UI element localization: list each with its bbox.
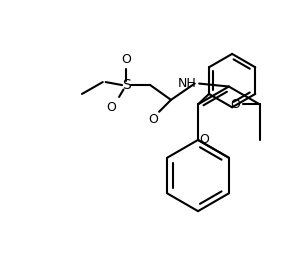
Text: O: O	[200, 133, 209, 146]
Text: O: O	[106, 101, 116, 114]
Text: S: S	[122, 78, 131, 92]
Text: O: O	[231, 98, 240, 111]
Text: NH: NH	[177, 77, 196, 90]
Text: O: O	[148, 113, 157, 126]
Text: O: O	[122, 53, 131, 66]
